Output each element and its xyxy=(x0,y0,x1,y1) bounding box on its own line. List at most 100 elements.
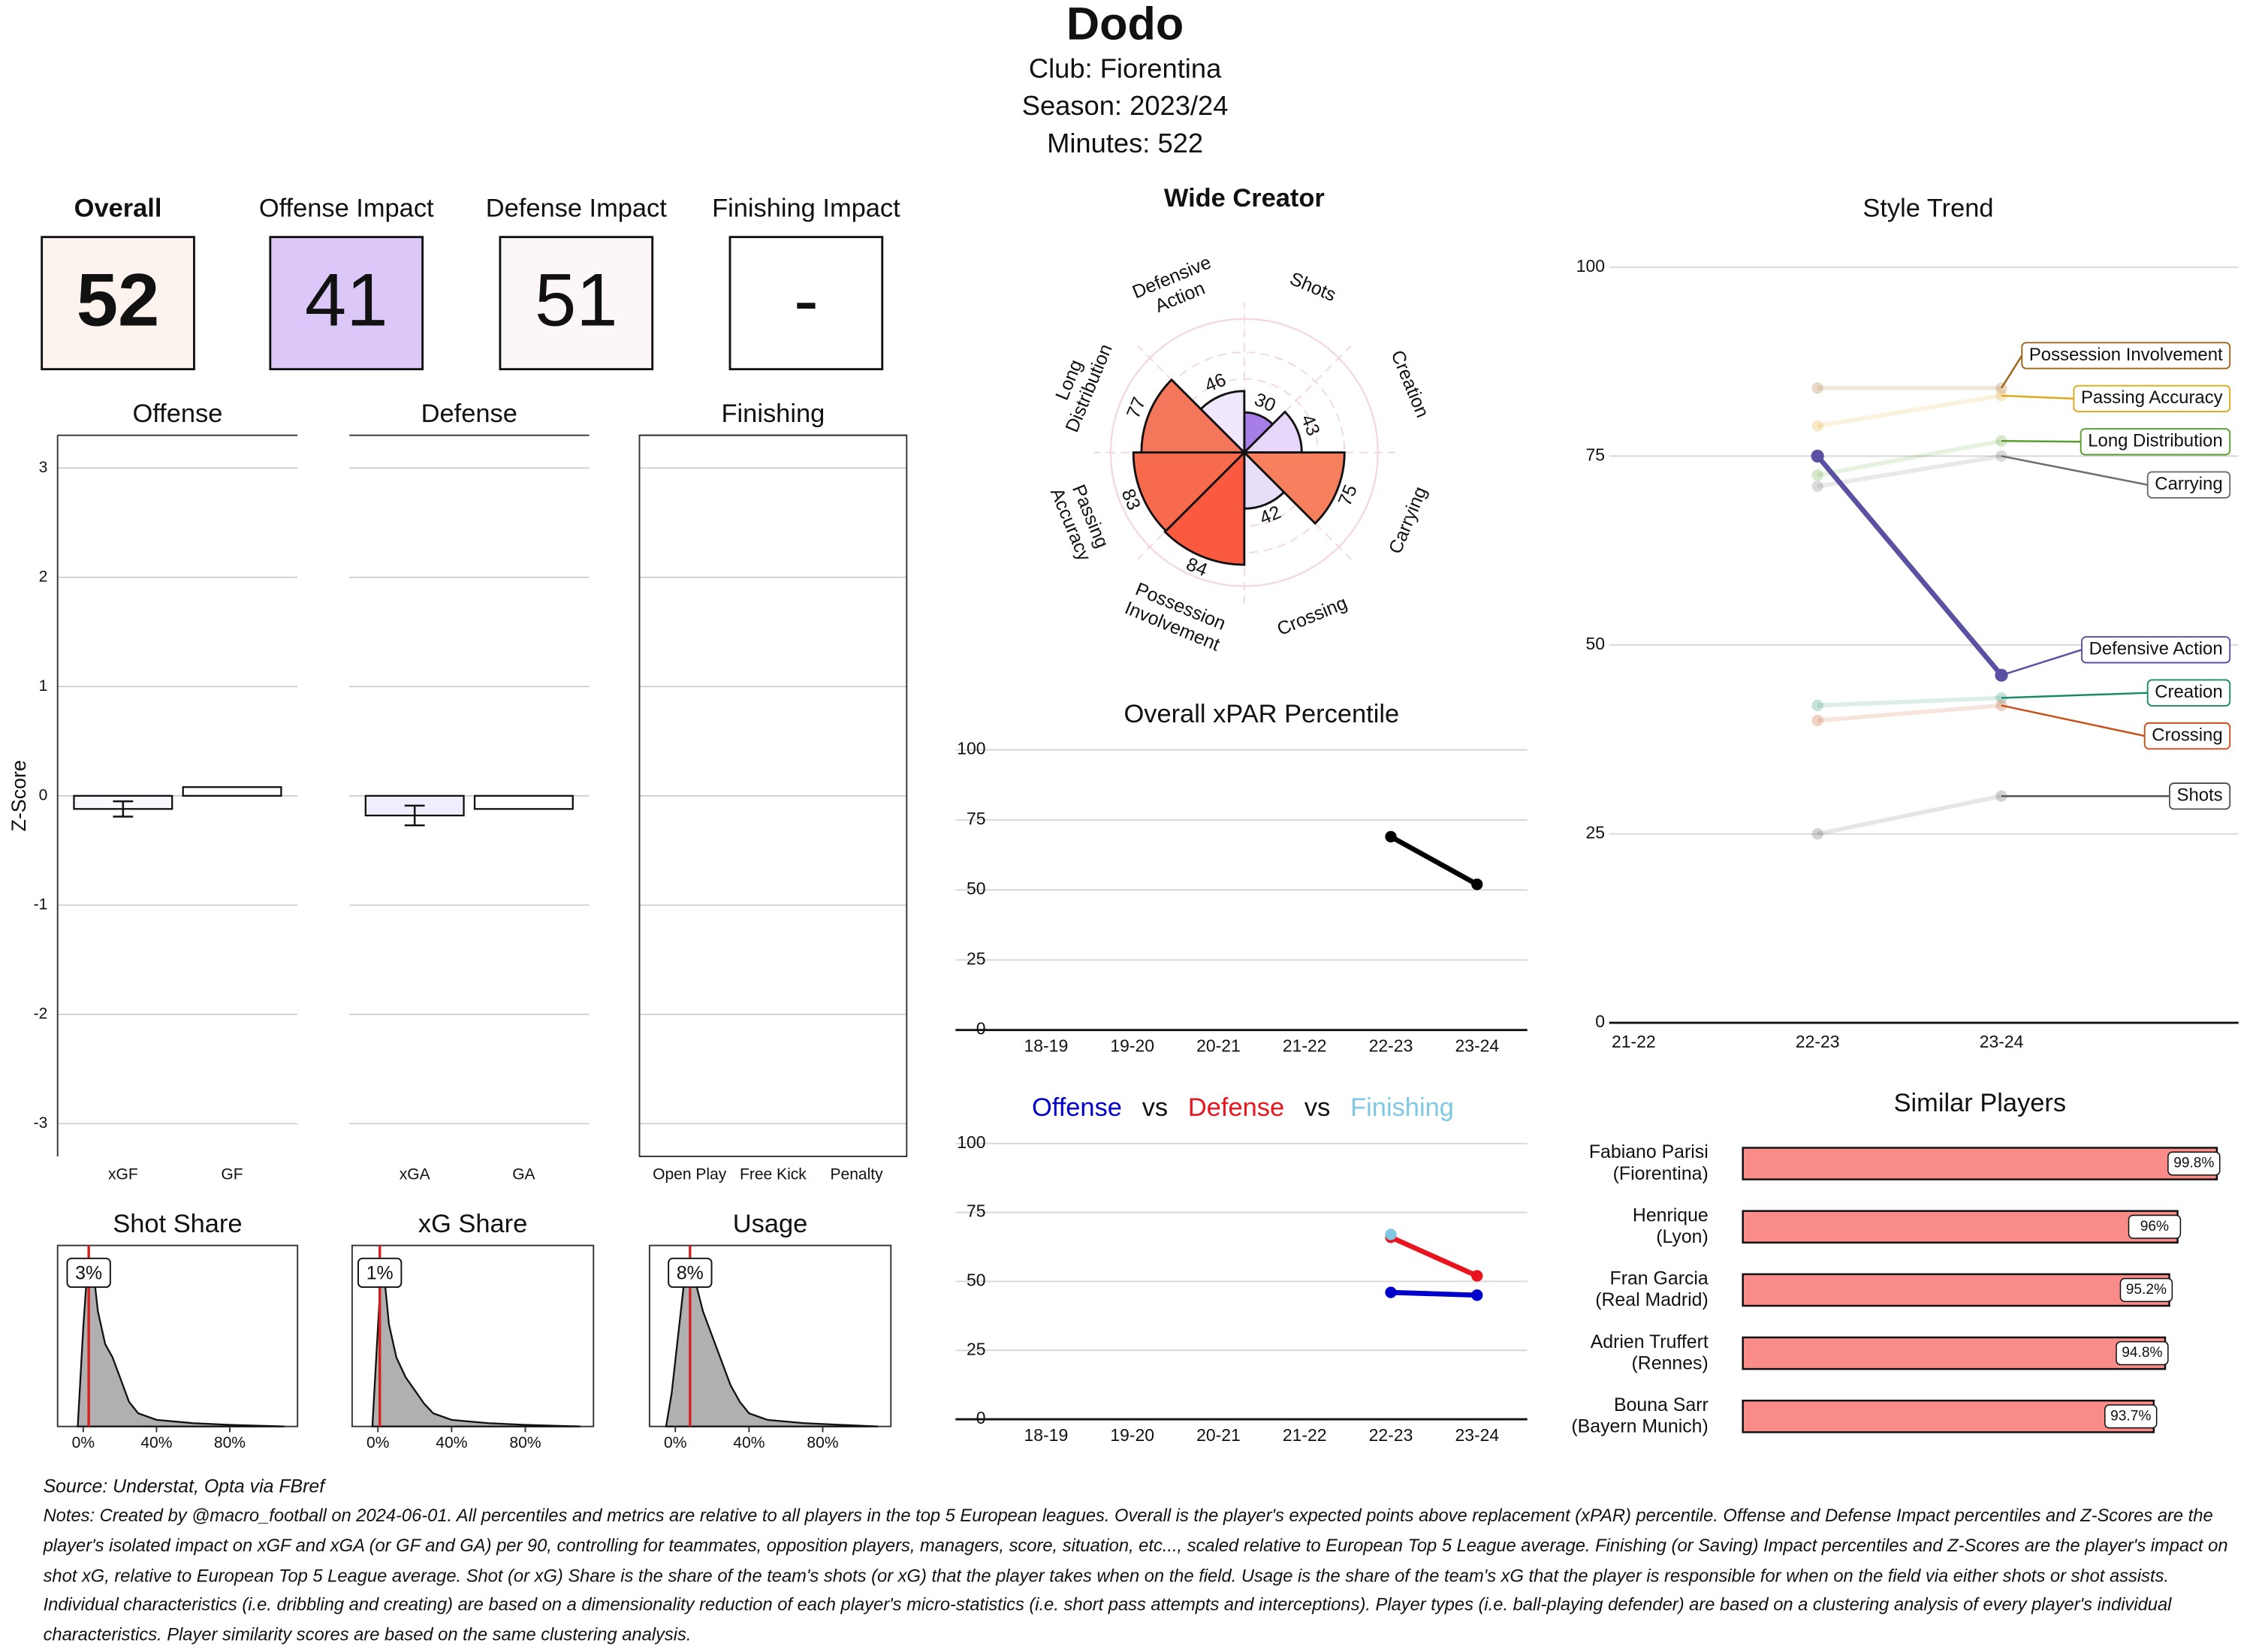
x-tick-label: 80% xyxy=(214,1434,246,1452)
x-tick-label: 23-24 xyxy=(1455,1036,1499,1056)
player-name: Henrique (Lyon) xyxy=(1633,1204,1709,1247)
y-tick-label: 25 xyxy=(1586,823,1606,843)
x-tick-label: 22-23 xyxy=(1796,1032,1840,1051)
player-name: Bouna Sarr (Bayern Munich) xyxy=(1571,1394,1708,1437)
x-tick-label: 23-24 xyxy=(1455,1425,1499,1445)
y-tick-label: 0 xyxy=(39,786,48,803)
x-tick-label: 21-22 xyxy=(1612,1032,1656,1051)
y-tick-label: -3 xyxy=(34,1114,48,1132)
category-label: PassingAccuracy xyxy=(1046,477,1115,565)
panel-title: xG Share xyxy=(418,1210,527,1238)
kpi-box xyxy=(499,236,654,371)
error-bar xyxy=(404,804,425,827)
x-tick-label: Penalty xyxy=(831,1165,884,1183)
y-tick-label: 2 xyxy=(39,568,48,585)
marker-label: 3% xyxy=(75,1262,102,1283)
y-tick-label: 50 xyxy=(1586,634,1606,653)
legend-label: Carrying xyxy=(2155,474,2222,494)
point xyxy=(1385,1286,1397,1298)
bar xyxy=(182,786,282,797)
legend-label: Defensive Action xyxy=(2089,639,2223,659)
x-tick-label: Open Play xyxy=(653,1165,727,1183)
x-tick-label: 19-20 xyxy=(1110,1036,1154,1056)
category-label: Creation xyxy=(1386,348,1433,421)
polar-bar xyxy=(1241,451,1346,525)
point xyxy=(1811,382,1823,394)
bar xyxy=(1742,1147,2218,1180)
x-tick-label: 22-23 xyxy=(1369,1036,1413,1056)
y-tick-label: 75 xyxy=(1586,445,1606,464)
y-tick-label: -2 xyxy=(34,1005,48,1022)
x-tick-label: 18-19 xyxy=(1024,1036,1069,1056)
y-tick-label: 100 xyxy=(957,739,985,758)
point xyxy=(1471,1289,1483,1301)
polar-bar xyxy=(1199,390,1246,456)
y-tick-label: -1 xyxy=(34,896,48,913)
value-label: 93.7% xyxy=(2110,1408,2151,1424)
y-tick-label: 100 xyxy=(1576,256,1605,276)
x-tick-label: 20-21 xyxy=(1196,1036,1241,1056)
legend-label: Long Distribution xyxy=(2088,431,2222,451)
chart-title: Offense vs Defense vs Finishing xyxy=(1032,1093,1454,1122)
title-series-name: Finishing xyxy=(1350,1093,1454,1122)
series-line xyxy=(1389,834,1479,887)
title-series-name: Offense xyxy=(1032,1093,1122,1122)
series-line xyxy=(1390,1289,1477,1298)
panel-title: Finishing xyxy=(722,399,825,428)
x-tick-label: 20-21 xyxy=(1196,1425,1241,1445)
legend-label: Shots xyxy=(2177,785,2223,806)
value-label-box xyxy=(2116,1341,2169,1366)
series-line xyxy=(1817,695,2002,708)
marker-label: 8% xyxy=(677,1262,704,1283)
legend-label: Possession Involvement xyxy=(2029,345,2223,365)
value-label-box xyxy=(2104,1404,2158,1429)
kpi-value: - xyxy=(794,259,819,342)
label-leader xyxy=(2000,354,2023,389)
x-tick-label: xGA xyxy=(400,1165,430,1183)
marker-label-box xyxy=(357,1257,403,1289)
kpi-box xyxy=(41,236,195,371)
kpi-value: 52 xyxy=(77,259,160,342)
notes: Notes: Created by @macro_football on 202… xyxy=(43,1505,2228,1645)
y-tick-label: 3 xyxy=(39,459,48,476)
y-tick-label: 25 xyxy=(967,1339,986,1358)
series-line xyxy=(1389,1234,1479,1279)
kpi-label: Finishing Impact xyxy=(712,194,900,222)
x-tick-label: 80% xyxy=(509,1434,541,1452)
season-line: Season: 2023/24 xyxy=(1022,90,1229,121)
x-tick-label: 23-24 xyxy=(1980,1032,2024,1051)
legend-label-box xyxy=(2146,471,2231,499)
series-line xyxy=(1817,393,2002,428)
value-label: 96% xyxy=(2140,1219,2169,1234)
y-tick-label: 50 xyxy=(967,879,986,898)
title-separator: vs xyxy=(1142,1093,1168,1122)
category-label: PossessionInvolvement xyxy=(1122,577,1232,656)
polar-spoke xyxy=(1244,345,1352,454)
kpi-value: 51 xyxy=(535,259,618,342)
point xyxy=(1811,714,1823,727)
panel-title: Offense xyxy=(132,399,222,428)
legend-label: Creation xyxy=(2155,682,2222,702)
label-leader xyxy=(2001,704,2146,737)
x-tick-label: Free Kick xyxy=(740,1165,807,1183)
y-tick-label: 50 xyxy=(967,1270,986,1289)
y-tick-label: 75 xyxy=(967,809,986,828)
x-tick-label: 21-22 xyxy=(1283,1425,1327,1445)
kpi-value: 41 xyxy=(305,259,388,342)
category-label: Carrying xyxy=(1385,484,1431,557)
value-label: 46 xyxy=(1202,369,1229,396)
label-leader xyxy=(2001,649,2083,677)
point xyxy=(1811,420,1823,432)
x-tick-label: 18-19 xyxy=(1024,1425,1069,1445)
player-name: Fran Garcia (Real Madrid) xyxy=(1595,1268,1709,1310)
point xyxy=(1811,469,1823,481)
kpi-label: Offense Impact xyxy=(259,194,434,222)
x-tick-label: 21-22 xyxy=(1283,1036,1327,1056)
panel-title: Shot Share xyxy=(113,1210,242,1238)
label-leader xyxy=(2001,692,2148,699)
value-label: 94.8% xyxy=(2122,1345,2162,1361)
legend-label: Passing Accuracy xyxy=(2081,387,2223,408)
value-label-box xyxy=(2119,1277,2173,1302)
